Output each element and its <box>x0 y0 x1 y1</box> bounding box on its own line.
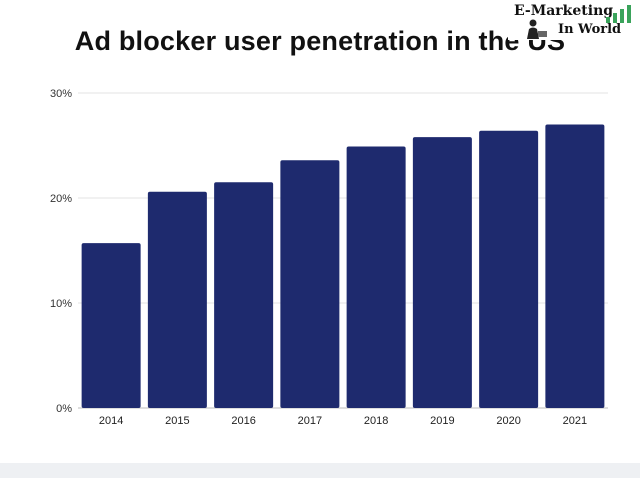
person-icon <box>527 19 547 39</box>
bar-2014 <box>81 243 141 408</box>
bar-chart-icon <box>606 5 631 23</box>
brand-logo: E-Marketing In World <box>508 2 636 40</box>
x-tick-label: 2016 <box>231 415 255 427</box>
bar-2021 <box>545 124 605 408</box>
y-tick-label: 30% <box>50 88 72 100</box>
bar-2018 <box>346 146 406 409</box>
y-tick-label: 0% <box>56 403 72 415</box>
x-tick-label: 2015 <box>165 415 189 427</box>
y-tick-label: 10% <box>50 298 72 310</box>
logo-text-line2: In World <box>558 22 622 37</box>
y-tick-label: 20% <box>50 193 72 205</box>
bar-2019 <box>412 137 472 408</box>
x-tick-label: 2017 <box>298 415 322 427</box>
chart-title: Ad blocker user penetration in the US <box>74 26 566 56</box>
x-tick-label: 2018 <box>364 415 388 427</box>
x-tick-label: 2019 <box>430 415 454 427</box>
footer-band <box>0 463 640 478</box>
x-tick-label: 2014 <box>99 415 123 427</box>
x-tick-label: 2021 <box>563 415 587 427</box>
bar-2020 <box>479 130 539 409</box>
bar-2015 <box>147 191 207 408</box>
bar-2016 <box>214 182 274 408</box>
x-tick-label: 2020 <box>496 415 520 427</box>
logo-text-line1: E-Marketing <box>514 3 614 19</box>
bar-2017 <box>280 160 340 408</box>
